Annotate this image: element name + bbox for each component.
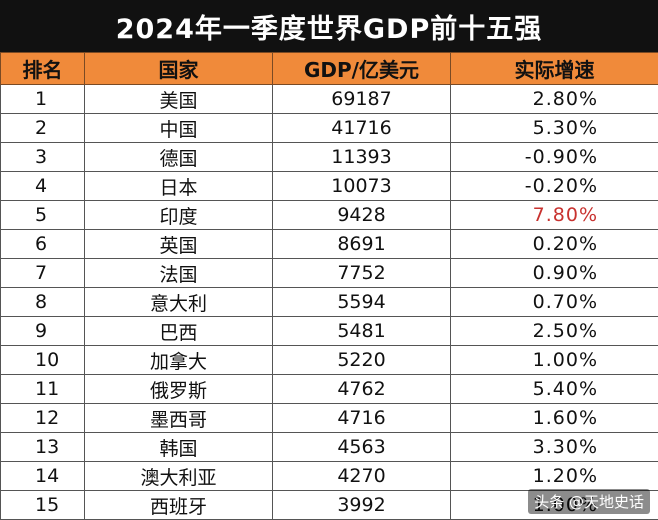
rank-cell: 9 bbox=[0, 316, 85, 346]
rank-cell: 4 bbox=[0, 171, 85, 201]
rank-cell: 3 bbox=[0, 142, 85, 172]
rank-cell: 5 bbox=[0, 200, 85, 230]
gdp-cell: 4270 bbox=[272, 461, 451, 491]
growth-cell: -0.90% bbox=[450, 142, 658, 172]
gdp-cell: 41716 bbox=[272, 113, 451, 143]
gdp-cell: 4563 bbox=[272, 432, 451, 462]
gdp-cell: 5481 bbox=[272, 316, 451, 346]
rank-cell: 2 bbox=[0, 113, 85, 143]
country-cell: 美国 bbox=[84, 84, 273, 114]
gdp-cell: 4762 bbox=[272, 374, 451, 404]
country-cell: 英国 bbox=[84, 229, 273, 259]
growth-cell: 1.60% bbox=[450, 403, 658, 433]
rank-cell: 1 bbox=[0, 84, 85, 114]
header-growth: 实际增速 bbox=[450, 52, 658, 85]
country-cell: 俄罗斯 bbox=[84, 374, 273, 404]
rank-cell: 13 bbox=[0, 432, 85, 462]
growth-cell: 5.30% bbox=[450, 113, 658, 143]
header-gdp: GDP/亿美元 bbox=[272, 52, 451, 85]
growth-cell-highlighted: 7.80% bbox=[450, 200, 658, 230]
table-row: 11 俄罗斯 4762 5.40% bbox=[0, 374, 658, 404]
country-cell: 德国 bbox=[84, 142, 273, 172]
country-cell: 澳大利亚 bbox=[84, 461, 273, 491]
country-cell: 墨西哥 bbox=[84, 403, 273, 433]
growth-cell: 2.80% bbox=[450, 84, 658, 114]
rank-cell: 11 bbox=[0, 374, 85, 404]
growth-cell: 1.00% bbox=[450, 490, 658, 520]
table-row: 8 意大利 5594 0.70% bbox=[0, 287, 658, 317]
growth-cell: 3.30% bbox=[450, 432, 658, 462]
table-row: 6 英国 8691 0.20% bbox=[0, 229, 658, 259]
country-cell: 巴西 bbox=[84, 316, 273, 346]
table-row: 9 巴西 5481 2.50% bbox=[0, 316, 658, 346]
gdp-cell: 4716 bbox=[272, 403, 451, 433]
growth-cell: 5.40% bbox=[450, 374, 658, 404]
gdp-cell: 69187 bbox=[272, 84, 451, 114]
rank-cell: 8 bbox=[0, 287, 85, 317]
country-cell: 西班牙 bbox=[84, 490, 273, 520]
growth-cell: 0.20% bbox=[450, 229, 658, 259]
table-row: 3 德国 11393 -0.90% bbox=[0, 142, 658, 172]
country-cell: 中国 bbox=[84, 113, 273, 143]
gdp-cell: 3992 bbox=[272, 490, 451, 520]
gdp-cell: 8691 bbox=[272, 229, 451, 259]
header-row: 排名 国家 GDP/亿美元 实际增速 bbox=[0, 52, 658, 85]
rank-cell: 14 bbox=[0, 461, 85, 491]
growth-cell: 1.20% bbox=[450, 461, 658, 491]
growth-cell: 1.00% bbox=[450, 345, 658, 375]
table-row: 12 墨西哥 4716 1.60% bbox=[0, 403, 658, 433]
growth-cell: 0.90% bbox=[450, 258, 658, 288]
rank-cell: 12 bbox=[0, 403, 85, 433]
country-cell: 韩国 bbox=[84, 432, 273, 462]
table-row: 5 印度 9428 7.80% bbox=[0, 200, 658, 230]
table-row: 4 日本 10073 -0.20% bbox=[0, 171, 658, 201]
rank-cell: 15 bbox=[0, 490, 85, 520]
gdp-cell: 11393 bbox=[272, 142, 451, 172]
table-row: 1 美国 69187 2.80% bbox=[0, 84, 658, 114]
gdp-cell: 5220 bbox=[272, 345, 451, 375]
table-row: 2 中国 41716 5.30% bbox=[0, 113, 658, 143]
gdp-table: 排名 国家 GDP/亿美元 实际增速 1 美国 69187 2.80% 2 中国… bbox=[0, 52, 658, 520]
table-row: 13 韩国 4563 3.30% bbox=[0, 432, 658, 462]
country-cell: 意大利 bbox=[84, 287, 273, 317]
watermark: 头条 @天地史话 bbox=[528, 489, 650, 514]
table-row: 10 加拿大 5220 1.00% bbox=[0, 345, 658, 375]
gdp-cell: 5594 bbox=[272, 287, 451, 317]
country-cell: 日本 bbox=[84, 171, 273, 201]
growth-cell: 0.70% bbox=[450, 287, 658, 317]
table-body: 1 美国 69187 2.80% 2 中国 41716 5.30% 3 德国 1… bbox=[0, 84, 658, 520]
growth-cell: -0.20% bbox=[450, 171, 658, 201]
header-rank: 排名 bbox=[0, 52, 85, 85]
rank-cell: 7 bbox=[0, 258, 85, 288]
growth-cell: 2.50% bbox=[450, 316, 658, 346]
header-country: 国家 bbox=[84, 52, 273, 85]
gdp-cell: 7752 bbox=[272, 258, 451, 288]
table-row: 14 澳大利亚 4270 1.20% bbox=[0, 461, 658, 491]
rank-cell: 6 bbox=[0, 229, 85, 259]
gdp-cell: 10073 bbox=[272, 171, 451, 201]
table-row: 7 法国 7752 0.90% bbox=[0, 258, 658, 288]
country-cell: 印度 bbox=[84, 200, 273, 230]
country-cell: 法国 bbox=[84, 258, 273, 288]
table-row: 15 西班牙 3992 1.00% bbox=[0, 490, 658, 520]
gdp-cell: 9428 bbox=[272, 200, 451, 230]
country-cell: 加拿大 bbox=[84, 345, 273, 375]
table-title: 2024年一季度世界GDP前十五强 bbox=[0, 0, 658, 52]
rank-cell: 10 bbox=[0, 345, 85, 375]
